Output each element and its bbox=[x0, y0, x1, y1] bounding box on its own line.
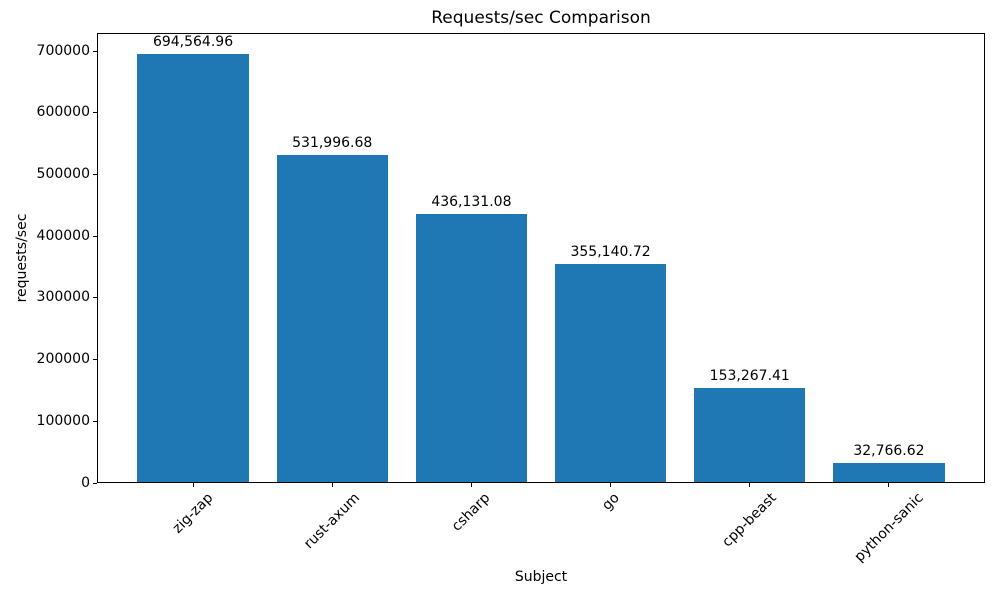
y-tick-mark bbox=[93, 173, 97, 175]
y-tick-label: 100000 bbox=[36, 412, 90, 429]
bar bbox=[694, 388, 806, 483]
y-tick-mark bbox=[93, 50, 97, 52]
bar-value-label: 531,996.68 bbox=[292, 134, 373, 151]
x-tick-mark bbox=[749, 483, 751, 487]
x-tick-mark bbox=[331, 483, 333, 487]
y-tick-mark bbox=[93, 235, 97, 237]
y-tick-label: 400000 bbox=[36, 227, 90, 244]
y-tick-mark bbox=[93, 297, 97, 299]
bar bbox=[554, 263, 667, 483]
bar bbox=[137, 54, 249, 483]
y-tick-mark bbox=[93, 420, 97, 422]
y-tick-mark bbox=[93, 482, 97, 484]
bar bbox=[833, 462, 945, 483]
x-tick-label: go bbox=[598, 490, 623, 514]
bar-value-label: 694,564.96 bbox=[152, 34, 234, 51]
y-tick-label: 0 bbox=[81, 474, 90, 491]
plot-area bbox=[97, 33, 985, 483]
x-tick-mark bbox=[470, 483, 472, 487]
x-tick-mark bbox=[192, 483, 194, 487]
x-axis-label: Subject bbox=[514, 569, 568, 585]
x-tick-label: zig-zap bbox=[169, 490, 217, 537]
chart-title: Requests/sec Comparison bbox=[431, 8, 651, 28]
y-tick-mark bbox=[93, 112, 97, 114]
bar bbox=[415, 213, 528, 483]
y-axis-label: requests/sec bbox=[14, 213, 30, 303]
y-tick-mark bbox=[93, 359, 97, 361]
x-tick-label: rust-axum bbox=[300, 490, 363, 553]
bar bbox=[276, 154, 388, 483]
bar-value-label: 355,140.72 bbox=[570, 243, 651, 260]
bar-value-label: 436,131.08 bbox=[431, 193, 512, 210]
x-tick-mark bbox=[610, 483, 612, 487]
x-tick-label: cpp-beast bbox=[719, 490, 780, 551]
x-tick-mark bbox=[888, 483, 890, 487]
x-tick-label: python-sanic bbox=[851, 490, 927, 566]
y-tick-label: 600000 bbox=[36, 104, 90, 121]
y-tick-label: 300000 bbox=[36, 289, 90, 306]
y-tick-label: 700000 bbox=[36, 42, 90, 59]
x-tick-label: csharp bbox=[448, 490, 494, 535]
bar-value-label: 153,267.41 bbox=[709, 368, 790, 385]
y-tick-label: 500000 bbox=[36, 165, 90, 182]
bar-value-label: 32,766.62 bbox=[853, 442, 925, 459]
y-tick-label: 200000 bbox=[36, 351, 90, 368]
